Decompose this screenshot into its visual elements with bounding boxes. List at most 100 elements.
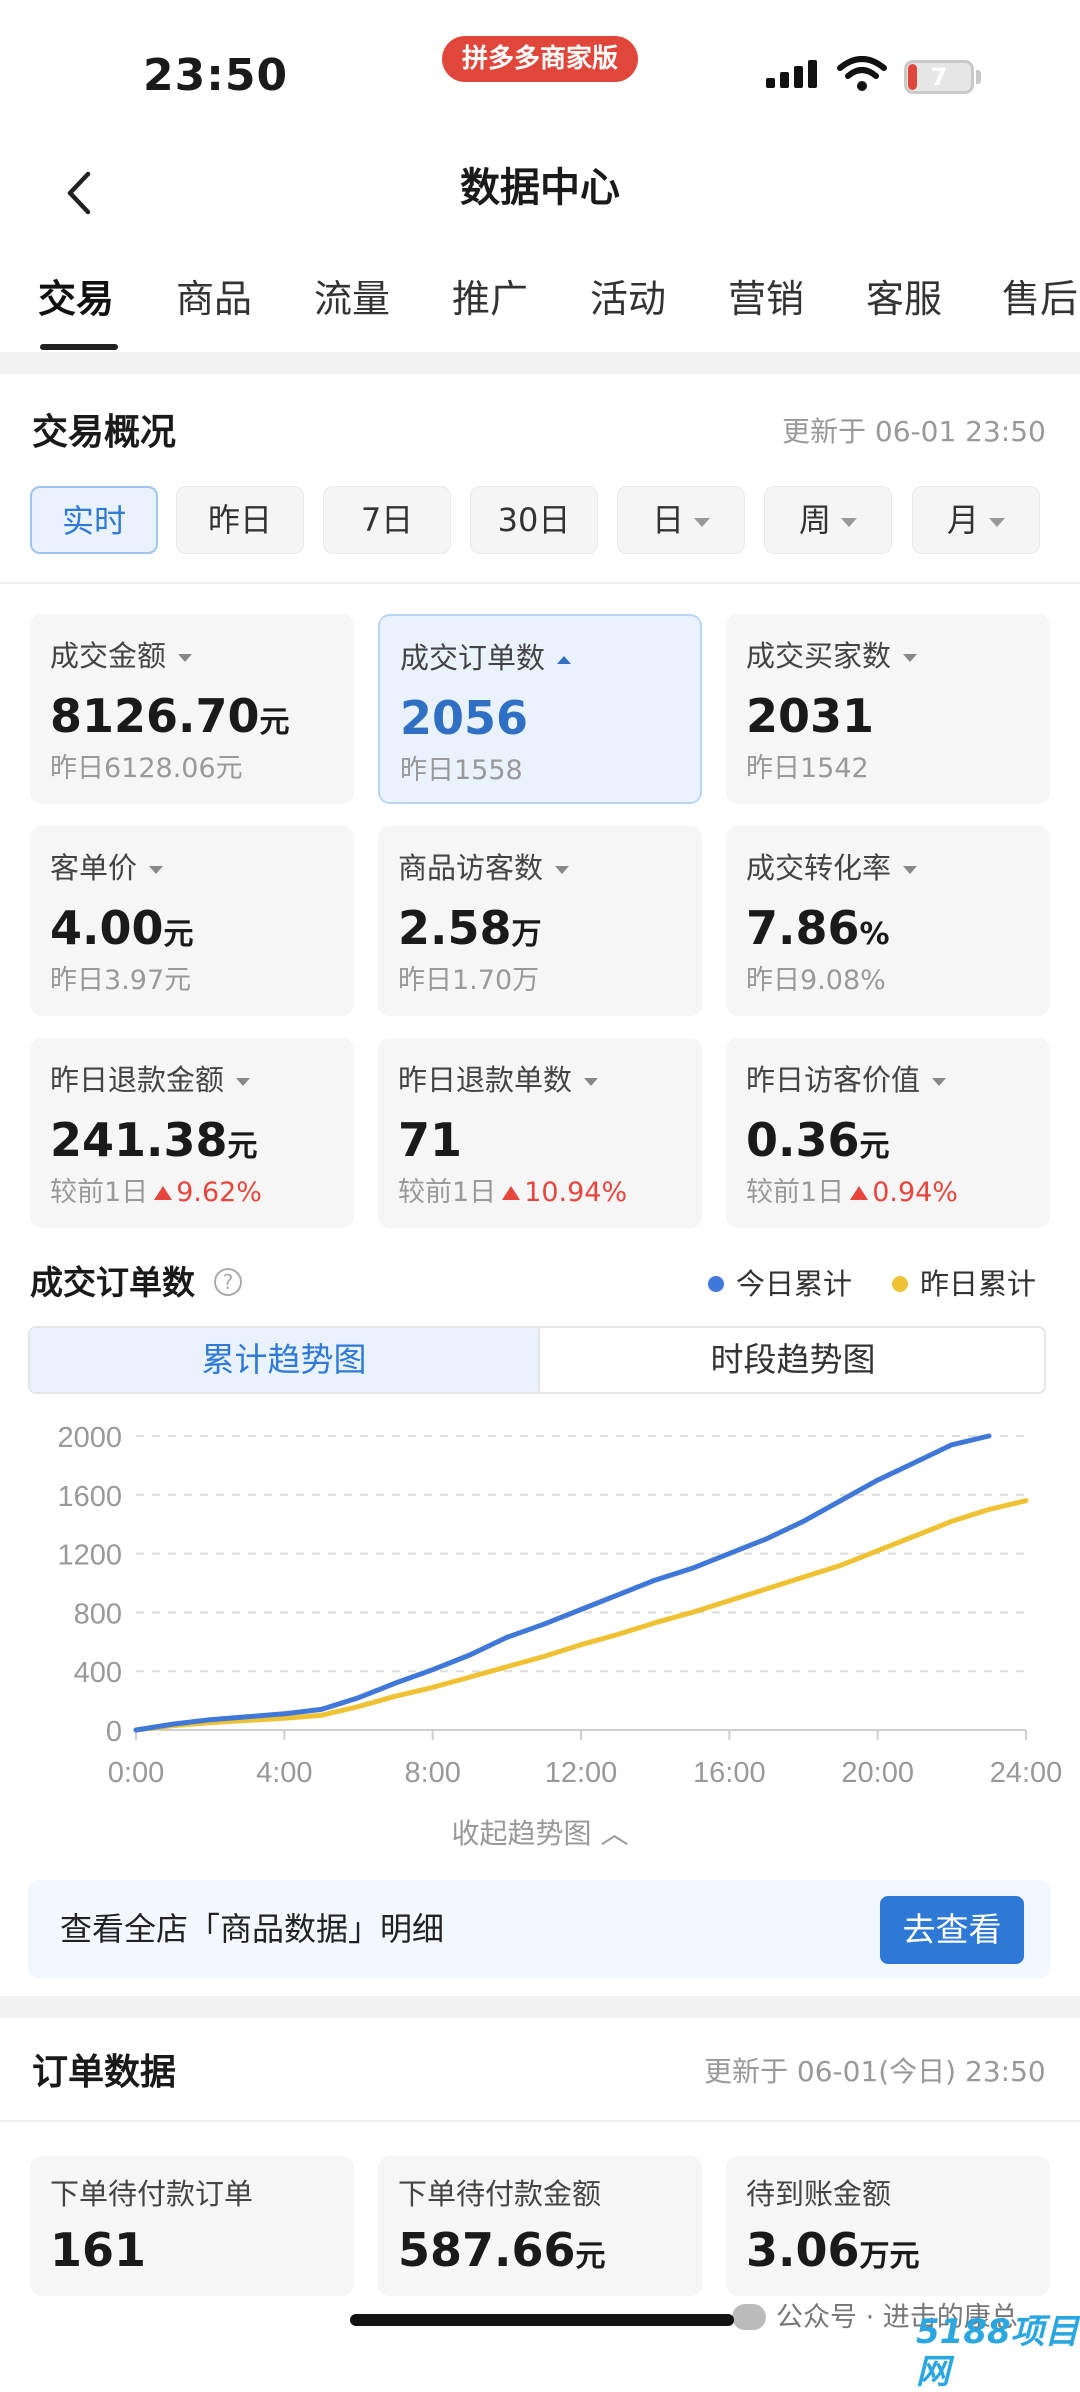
metric-number: 2031 [746, 689, 875, 743]
metric-card-conversion[interactable]: 成交转化率 7.86% 昨日9.08% [726, 826, 1050, 1016]
chevron-down-icon [236, 1078, 251, 1086]
metric-label: 商品访客数 [398, 848, 570, 888]
metric-compare: 较前1日 9.62% [50, 1174, 262, 1212]
x-tick-label: 20:00 [841, 1757, 914, 1789]
wifi-icon [837, 56, 887, 91]
chevron-down-icon [149, 866, 164, 874]
legend-today-label: 今日累计 [736, 1267, 853, 1301]
tab-service[interactable]: 客服 [866, 277, 943, 321]
view-button[interactable]: 去查看 [880, 1896, 1024, 1964]
compare-prefix: 较前1日 [746, 1177, 845, 1208]
app-badge: 拼多多商家版 [442, 36, 638, 82]
watermark: 公众号 · 进击的康总 [732, 2300, 1018, 2336]
help-icon[interactable]: ? [214, 1268, 242, 1296]
metric-number: 161 [50, 2223, 147, 2277]
range-week-label: 周 [798, 501, 831, 539]
metric-label: 昨日退款单数 [398, 1060, 599, 1100]
range-30d[interactable]: 30日 [470, 486, 598, 554]
chevron-down-icon [903, 654, 918, 662]
back-icon[interactable] [60, 170, 100, 216]
order-card-pending-settle[interactable]: 待到账金额 3.06万元 [726, 2156, 1050, 2296]
metric-card-refund-amount[interactable]: 昨日退款金额 241.38元 较前1日 9.62% [30, 1038, 354, 1228]
metric-label-text: 昨日退款金额 [50, 1063, 225, 1097]
metric-number: 2056 [400, 691, 529, 745]
x-tick-label: 4:00 [256, 1757, 312, 1789]
overview-updated: 更新于 06-01 23:50 [782, 415, 1046, 448]
chevron-down-icon [989, 517, 1005, 527]
tab-activity[interactable]: 活动 [590, 277, 667, 321]
metric-card-orders[interactable]: 成交订单数 2056 昨日1558 [378, 614, 702, 804]
tab-goods[interactable]: 商品 [176, 277, 253, 321]
metric-card-gmv[interactable]: 成交金额 8126.70元 昨日6128.06元 [30, 614, 354, 804]
metric-label: 成交订单数 [400, 638, 572, 678]
metric-compare: 昨日1558 [400, 755, 523, 786]
range-day-dropdown[interactable]: 日 [617, 486, 745, 554]
range-month-label: 月 [946, 501, 979, 539]
wechat-icon [732, 2304, 766, 2330]
collapse-trend[interactable]: 收起趋势图 ︿ [0, 1814, 1080, 1854]
metric-number: 7.86 [746, 901, 860, 955]
order-card-unpaid-amount[interactable]: 下单待付款金额 587.66元 [378, 2156, 702, 2296]
metric-card-buyers[interactable]: 成交买家数 2031 昨日1542 [726, 614, 1050, 804]
tab-promotion[interactable]: 推广 [452, 277, 529, 321]
tab-marketing[interactable]: 营销 [728, 277, 805, 321]
range-realtime[interactable]: 实时 [30, 486, 158, 554]
order-card-unpaid-count[interactable]: 下单待付款订单 161 [30, 2156, 354, 2296]
metric-value: 587.66元 [398, 2222, 606, 2285]
metric-label: 成交买家数 [746, 636, 918, 676]
metric-card-refund-count[interactable]: 昨日退款单数 71 较前1日 10.94% [378, 1038, 702, 1228]
metric-label: 昨日退款金额 [50, 1060, 251, 1100]
metric-unit: 元 [227, 1129, 258, 1164]
metric-label-text: 成交订单数 [400, 641, 546, 675]
range-yesterday[interactable]: 昨日 [176, 486, 304, 554]
divider [0, 582, 1080, 584]
metric-label: 成交转化率 [746, 848, 918, 888]
range-7d[interactable]: 7日 [323, 486, 451, 554]
metric-number: 587.66 [398, 2223, 576, 2277]
metric-label-text: 商品访客数 [398, 851, 544, 885]
tab-traffic[interactable]: 流量 [314, 277, 391, 321]
status-time: 23:50 [143, 50, 289, 101]
compare-change: 9.62% [176, 1177, 262, 1208]
x-tick-label: 0:00 [108, 1757, 164, 1789]
metric-label-text: 成交买家数 [746, 639, 892, 673]
metric-card-visitor-value[interactable]: 昨日访客价值 0.36元 较前1日 0.94% [726, 1038, 1050, 1228]
active-tab-indicator [40, 344, 118, 350]
metric-number: 2.58 [398, 901, 512, 955]
metric-value: 4.00元 [50, 900, 194, 963]
metric-label-text: 成交转化率 [746, 851, 892, 885]
section-divider [0, 352, 1080, 374]
series-line-today [133, 1433, 992, 1733]
y-tick-label: 1600 [57, 1481, 122, 1513]
metric-card-visitors[interactable]: 商品访客数 2.58万 昨日1.70万 [378, 826, 702, 1016]
seg-hourly[interactable]: 时段趋势图 [538, 1328, 1044, 1392]
home-indicator[interactable] [350, 2314, 734, 2326]
chevron-up-icon [557, 656, 572, 664]
chevron-down-icon [932, 1078, 947, 1086]
chevron-down-icon [694, 517, 710, 527]
compare-change: 0.94% [872, 1177, 958, 1208]
chevron-down-icon [903, 866, 918, 874]
metric-label-text: 昨日退款单数 [398, 1063, 573, 1097]
range-week-dropdown[interactable]: 周 [764, 486, 892, 554]
tab-trade[interactable]: 交易 [38, 277, 115, 321]
metric-number: 241.38 [50, 1113, 228, 1167]
metric-unit: 元 [859, 1129, 890, 1164]
y-tick-label: 1200 [57, 1540, 122, 1572]
metric-card-avg-order[interactable]: 客单价 4.00元 昨日3.97元 [30, 826, 354, 1016]
signal-icon [766, 58, 820, 88]
tab-aftersale[interactable]: 售后 [1002, 277, 1079, 321]
metric-value: 2056 [400, 690, 528, 753]
metric-value: 8126.70元 [50, 688, 290, 751]
range-month-dropdown[interactable]: 月 [912, 486, 1040, 554]
seg-cumulative[interactable]: 累计趋势图 [30, 1328, 538, 1392]
metric-number: 0.36 [746, 1113, 860, 1167]
legend-dot-yesterday [892, 1276, 908, 1292]
compare-prefix: 较前1日 [50, 1177, 149, 1208]
legend-today: 今日累计 [708, 1264, 852, 1304]
metric-compare: 昨日9.08% [746, 965, 886, 996]
metric-label: 下单待付款金额 [398, 2177, 602, 2211]
metric-value: 2.58万 [398, 900, 542, 963]
metric-unit: % [859, 917, 890, 952]
trend-title: 成交订单数 [30, 1263, 195, 1302]
